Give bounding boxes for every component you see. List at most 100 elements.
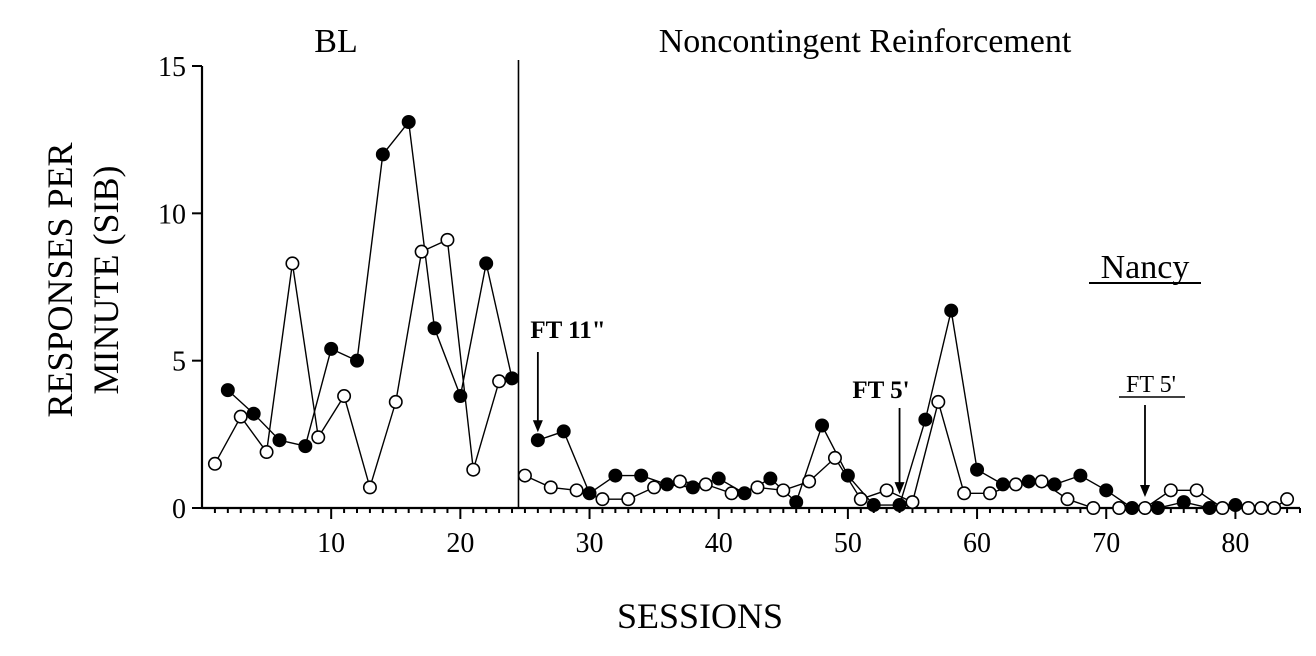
- series-filled-point: [1047, 477, 1062, 492]
- series-filled-point: [737, 486, 752, 501]
- series-open-point: [569, 483, 584, 498]
- series-filled-point: [556, 424, 571, 439]
- ticks: 10 20 30 40 50 60 70 80 0 5 10 15: [158, 52, 1301, 559]
- series-open-point: [802, 474, 817, 489]
- series-filled-point: [918, 412, 933, 427]
- series-filled-line-1: [227, 120, 513, 447]
- series-open-point: [853, 492, 868, 507]
- series-filled-point: [866, 498, 881, 513]
- y-tick-label-15: 15: [158, 52, 186, 83]
- series-filled-point: [944, 303, 959, 318]
- annotation-arrow-3-head: [1139, 485, 1150, 498]
- series-filled-point: [892, 498, 907, 513]
- series-open-line-1: [214, 238, 500, 490]
- series-open-point: [1254, 500, 1269, 515]
- x-tick-label-20: 20: [446, 528, 474, 559]
- series-filled-point: [324, 341, 339, 356]
- series-open-point: [466, 462, 481, 477]
- series-filled-point: [350, 353, 365, 368]
- series-open-point: [440, 232, 455, 247]
- y-axis-title-line-1: RESPONSES PER: [40, 142, 80, 417]
- x-tick-label-50: 50: [834, 528, 862, 559]
- series-filled-point: [1125, 500, 1140, 515]
- series-open-point: [931, 394, 946, 409]
- series-open-point: [362, 480, 377, 495]
- series-filled-point: [1202, 500, 1217, 515]
- series-filled-point: [401, 114, 416, 129]
- series-open-point: [492, 374, 507, 389]
- participant-name: Nancy: [1101, 249, 1190, 286]
- data-points: [207, 114, 1295, 515]
- y-axis-title-line-2: MINUTE (SIB): [86, 166, 126, 395]
- series-filled-point: [530, 433, 545, 448]
- series-open-point: [1189, 483, 1204, 498]
- annotation-ft5-underlined: FT 5': [1126, 372, 1176, 398]
- phase-label-treatment: Noncontingent Reinforcement: [659, 23, 1072, 60]
- y-axis-title: RESPONSES PER MINUTE (SIB): [40, 142, 126, 417]
- x-tick-label-80: 80: [1221, 528, 1249, 559]
- series-filled-point: [220, 383, 235, 398]
- series-open-point: [1267, 500, 1282, 515]
- series-open-point: [233, 409, 248, 424]
- x-tick-label-40: 40: [705, 528, 733, 559]
- series-filled-point: [298, 439, 313, 454]
- series-filled-point: [1099, 483, 1114, 498]
- series-filled-point: [840, 468, 855, 483]
- series-open-point: [388, 394, 403, 409]
- x-axis-title: SESSIONS: [617, 596, 783, 636]
- series-open-point: [1008, 477, 1023, 492]
- series-open-point: [543, 480, 558, 495]
- series-open-point: [1215, 500, 1230, 515]
- series-filled-point: [1176, 495, 1191, 510]
- series-open-point: [647, 480, 662, 495]
- series-filled-point: [970, 462, 985, 477]
- series-open-point: [595, 492, 610, 507]
- series-open-point: [827, 450, 842, 465]
- series-open-point: [259, 445, 274, 460]
- series-open-point: [621, 492, 636, 507]
- series-open-point: [750, 480, 765, 495]
- series-filled-point: [1228, 498, 1243, 513]
- series-open-point: [414, 244, 429, 259]
- series-filled-point: [711, 471, 726, 486]
- series-filled-line-2: [537, 310, 1236, 509]
- series-filled-point: [246, 406, 261, 421]
- series-open-point: [879, 483, 894, 498]
- annotation-ft11: FT 11": [530, 317, 605, 344]
- series-open-point: [1280, 492, 1295, 507]
- series-open-point: [207, 456, 222, 471]
- y-tick-label-5: 5: [172, 347, 186, 378]
- y-tick-label-10: 10: [158, 199, 186, 230]
- series-filled-point: [453, 389, 468, 404]
- series-filled-point: [272, 433, 287, 448]
- series-filled-point: [815, 418, 830, 433]
- series-filled-point: [608, 468, 623, 483]
- series-filled-point: [995, 477, 1010, 492]
- series-open-point: [1060, 492, 1075, 507]
- series-filled-point: [634, 468, 649, 483]
- series-open-point: [1086, 500, 1101, 515]
- series-open-point: [285, 256, 300, 271]
- series-open-point: [982, 486, 997, 501]
- series-lines: [214, 120, 1288, 509]
- series-open-point: [698, 477, 713, 492]
- series-filled-point: [789, 495, 804, 510]
- series-open-point: [1137, 500, 1152, 515]
- phase-label-baseline: BL: [314, 23, 357, 60]
- series-filled-point: [582, 486, 597, 501]
- series-filled-point: [1073, 468, 1088, 483]
- series-filled-point: [1150, 500, 1165, 515]
- series-filled-point: [1021, 474, 1036, 489]
- series-open-point: [1241, 500, 1256, 515]
- series-open-point: [517, 468, 532, 483]
- y-tick-label-0: 0: [172, 494, 186, 525]
- annotation-arrows: [532, 352, 1150, 498]
- series-open-point: [1034, 474, 1049, 489]
- series-filled-point: [427, 321, 442, 336]
- annotation-arrow-2-head: [894, 482, 905, 495]
- series-open-point: [1163, 483, 1178, 498]
- series-open-point: [672, 474, 687, 489]
- series-filled-point: [375, 147, 390, 162]
- series-open-point: [311, 430, 326, 445]
- x-tick-label-30: 30: [576, 528, 604, 559]
